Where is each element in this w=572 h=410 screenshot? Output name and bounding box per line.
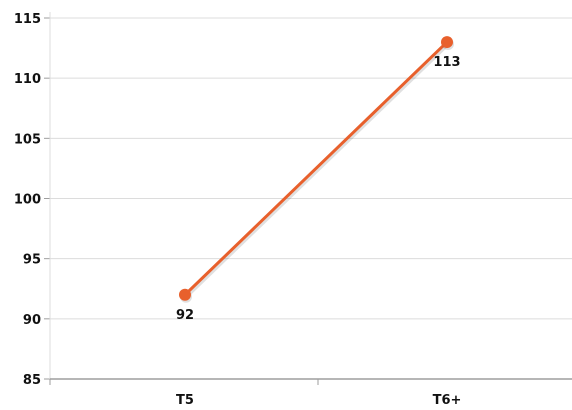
x-tick-label: T5	[176, 393, 194, 408]
data-label: 113	[433, 55, 460, 70]
data-point	[179, 288, 191, 301]
y-tick-label: 85	[23, 373, 41, 388]
y-tick-label: 100	[14, 193, 41, 208]
series-line	[183, 40, 449, 297]
label-layer: 85 90 95 100 105 110 115 T5 T6+ 92 113	[14, 12, 462, 408]
y-tick-label: 115	[14, 12, 41, 27]
series-line-shadow	[184, 42, 450, 299]
data-label: 92	[176, 308, 194, 323]
series-layer	[179, 36, 454, 303]
y-tick-label: 90	[23, 313, 41, 328]
x-tick-label: T6+	[433, 393, 462, 408]
y-tick-label: 110	[14, 72, 41, 87]
grid-layer	[50, 17, 572, 320]
data-point	[441, 36, 453, 49]
axis-layer	[44, 12, 572, 385]
y-tick-label: 105	[14, 132, 41, 147]
y-tick-label: 95	[23, 253, 41, 268]
